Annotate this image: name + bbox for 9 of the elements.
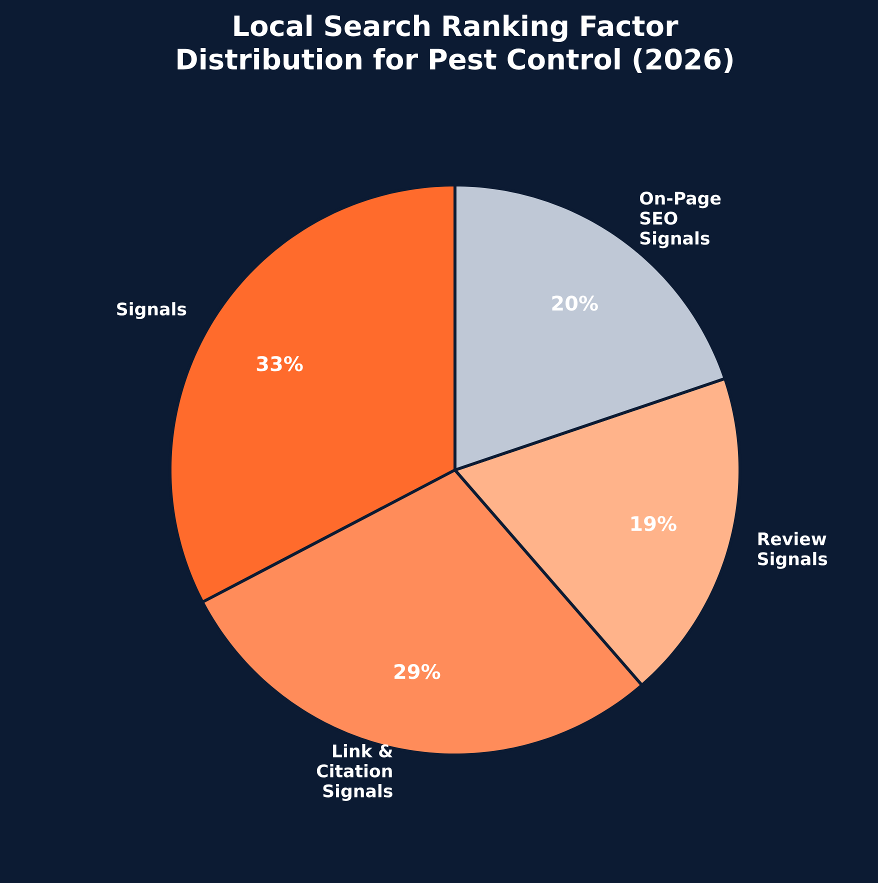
data-label: 19% (631, 516, 676, 532)
slice-label: On-Page SEO Signals (640, 192, 721, 248)
slice-label: Review Signals (758, 532, 828, 569)
chart-title: Local Search Ranking Factor Distribution for Pest Control (2026) (178, 14, 733, 74)
data-label: 33% (256, 356, 303, 372)
slice-label: Link & Citation Signals (316, 744, 392, 801)
slice-label: Signals (117, 302, 186, 320)
data-label: 29% (394, 664, 440, 680)
data-label: 20% (552, 296, 598, 311)
